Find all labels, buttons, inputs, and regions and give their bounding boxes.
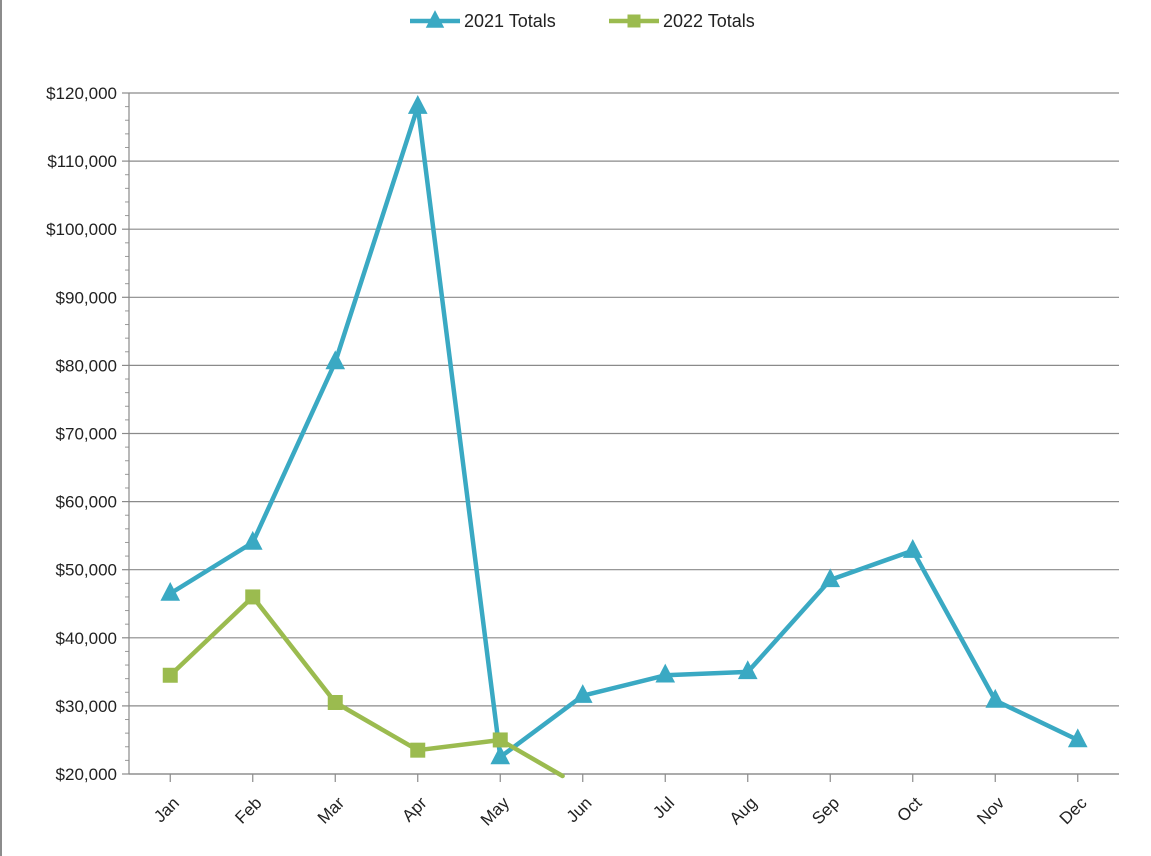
legend-item-2: 2022 Totals	[609, 11, 755, 31]
y-tick-label: $100,000	[46, 220, 117, 239]
x-tick-label: Oct	[893, 793, 925, 825]
x-tick-label: Mar	[314, 793, 348, 827]
y-axis-tick-labels: $20,000 $30,000 $40,000 $50,000 $60,000 $70,0…	[46, 84, 117, 784]
data-point-triangle	[326, 351, 344, 368]
y-tick-label: $50,000	[56, 561, 117, 580]
x-tick-label: Jun	[563, 793, 596, 826]
data-point-square	[328, 695, 342, 709]
x-tick-label: Sep	[808, 793, 843, 828]
data-point-triangle	[244, 532, 262, 549]
x-tick-label: Dec	[1056, 793, 1091, 828]
data-point-square	[411, 743, 425, 757]
x-tick-label: Apr	[398, 793, 430, 825]
legend-label: 2022 Totals	[663, 11, 755, 31]
series-layer	[161, 96, 1087, 776]
series-2	[163, 590, 562, 776]
data-point-square	[163, 668, 177, 682]
data-point-square	[493, 733, 507, 747]
series-1	[161, 96, 1087, 764]
data-point-square	[628, 15, 640, 27]
y-tick-label: $40,000	[56, 629, 117, 648]
legend-item-1: 2021 Totals	[410, 11, 556, 31]
axes	[122, 93, 1119, 782]
x-tick-label: Nov	[973, 793, 1008, 828]
y-tick-label: $60,000	[56, 493, 117, 512]
x-tick-label: May	[477, 793, 513, 829]
y-tick-label: $90,000	[56, 288, 117, 307]
x-axis-tick-labels: Jan Feb Mar Apr May Jun Jul Aug Sep Oct Nov Dec	[150, 793, 1091, 830]
y-tick-label: $70,000	[56, 425, 117, 444]
x-tick-label: Feb	[231, 793, 265, 827]
series-line-1	[170, 107, 1078, 757]
data-point-triangle	[904, 540, 922, 557]
legend: 2021 Totals 2022 Totals	[410, 11, 755, 31]
data-point-square	[246, 590, 260, 604]
series-line-2	[170, 597, 562, 776]
x-tick-label: Jul	[649, 793, 678, 822]
legend-label: 2021 Totals	[464, 11, 556, 31]
y-tick-label: $120,000	[46, 84, 117, 103]
data-point-triangle	[409, 96, 427, 113]
y-tick-label: $80,000	[56, 356, 117, 375]
y-tick-label: $20,000	[56, 765, 117, 784]
y-tick-label: $30,000	[56, 697, 117, 716]
gridlines	[129, 93, 1119, 774]
x-tick-label: Aug	[726, 793, 761, 828]
x-tick-label: Jan	[150, 793, 183, 826]
y-tick-label: $110,000	[47, 152, 117, 171]
